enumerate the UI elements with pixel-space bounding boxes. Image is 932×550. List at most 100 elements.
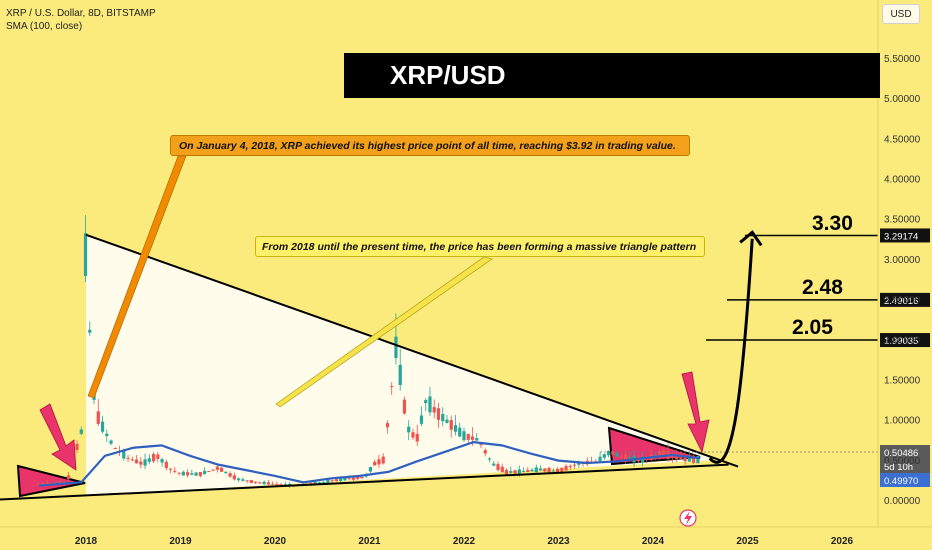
candle-body — [83, 233, 88, 276]
lower-trend-line — [0, 463, 729, 501]
candle-body — [415, 433, 419, 442]
candle-body — [373, 461, 377, 466]
early-triangle-pattern — [16, 464, 86, 498]
sma-line-group — [38, 441, 701, 487]
candle-body — [641, 456, 645, 463]
candle-body — [41, 482, 45, 485]
candle-body — [237, 478, 241, 481]
target-price-tag — [880, 333, 930, 348]
x-tick-label: 2022 — [453, 536, 476, 547]
candle-body — [564, 465, 568, 471]
y-tick-label: 4.50000 — [884, 134, 921, 145]
x-tick-label: 2024 — [642, 536, 665, 547]
candle-body — [526, 469, 530, 472]
candle-body — [334, 479, 339, 482]
candle-body — [177, 472, 181, 474]
candle-body — [160, 459, 164, 463]
lightning-icon-bolt — [684, 511, 692, 525]
candle-body — [339, 478, 343, 482]
target-price-tag — [880, 292, 930, 307]
candle-body — [347, 478, 351, 480]
candle-body — [687, 456, 691, 462]
candle-body — [351, 476, 356, 480]
candle-body — [113, 447, 117, 449]
lightning-icon — [679, 509, 697, 527]
candle-body — [241, 479, 245, 481]
candle-body — [254, 481, 258, 483]
candle-body — [555, 468, 560, 474]
x-tick-label: 2026 — [831, 536, 854, 547]
candle-body — [424, 400, 428, 404]
sma-price-tag — [880, 473, 930, 487]
candle-body — [181, 471, 185, 476]
candle-body — [275, 483, 279, 485]
candle-body — [96, 411, 100, 424]
candle-body — [224, 471, 228, 473]
upper-trend-line — [85, 233, 739, 468]
candle-body — [215, 466, 219, 470]
candle-body — [245, 480, 249, 482]
candle-body — [381, 456, 385, 464]
candle-body — [496, 464, 500, 471]
sma-price-tag-text: 0.49970 — [884, 476, 918, 487]
candle-body — [560, 467, 564, 472]
candle-body — [164, 461, 168, 469]
candle-body — [479, 444, 483, 446]
candle-body — [279, 484, 283, 486]
target-label-1: 3.30 — [812, 212, 853, 235]
candle-body — [530, 469, 534, 472]
chart-legend: XRP / U.S. Dollar, 8D, BITSTAMP SMA (100… — [6, 7, 156, 33]
candle-body — [402, 399, 407, 414]
candle-body — [249, 480, 253, 483]
y-tick-label: 4.00000 — [884, 175, 921, 186]
candle-body — [453, 425, 458, 432]
arrows — [39, 155, 710, 527]
triangle-pattern-fill — [86, 234, 720, 496]
candle-body — [598, 456, 602, 461]
candle-body — [271, 483, 275, 485]
candle-body — [602, 454, 606, 458]
candle-body — [547, 467, 551, 473]
target-label-2: 2.48 — [802, 276, 843, 299]
x-tick-label: 2025 — [736, 536, 759, 547]
candle-body — [619, 456, 623, 458]
candle-body — [377, 459, 381, 465]
target-price-tag-text: 3.29174 — [884, 231, 918, 242]
currency-selector[interactable]: USD — [882, 4, 920, 24]
y-tick-label: 1.00000 — [884, 416, 921, 427]
candle-body — [143, 459, 147, 466]
candle-body — [462, 431, 466, 441]
candle-body — [407, 426, 411, 433]
candle-body — [411, 432, 415, 438]
candle-body — [168, 468, 173, 470]
candle-body — [623, 454, 628, 462]
candle-body — [151, 454, 156, 462]
candle-body — [228, 473, 232, 477]
candle-body — [330, 480, 334, 482]
candle-body — [54, 482, 58, 484]
candle-body — [500, 466, 504, 473]
candle-body — [432, 407, 436, 413]
candle-body — [173, 470, 177, 472]
candle-body — [628, 457, 632, 461]
candle-body — [572, 464, 577, 466]
chart-title-banner: XRP/USD — [344, 53, 880, 98]
candle-body — [326, 479, 330, 483]
candle-body — [675, 454, 679, 460]
candle-body — [266, 482, 270, 485]
candle-body — [75, 443, 79, 450]
candle-body — [58, 481, 62, 484]
countdown-tag — [880, 459, 930, 473]
triangle-annotation: From 2018 until the present time, the pr… — [255, 236, 705, 257]
candle-body — [37, 483, 41, 485]
candle-body — [475, 438, 479, 441]
target-price-tag-text: 1.99035 — [884, 336, 918, 347]
candle-body — [88, 329, 92, 333]
candle-body — [49, 482, 54, 484]
candle-body — [79, 429, 83, 434]
candle-body — [139, 461, 143, 465]
ath-leader-arrow — [87, 155, 187, 399]
candle-body — [428, 396, 432, 413]
